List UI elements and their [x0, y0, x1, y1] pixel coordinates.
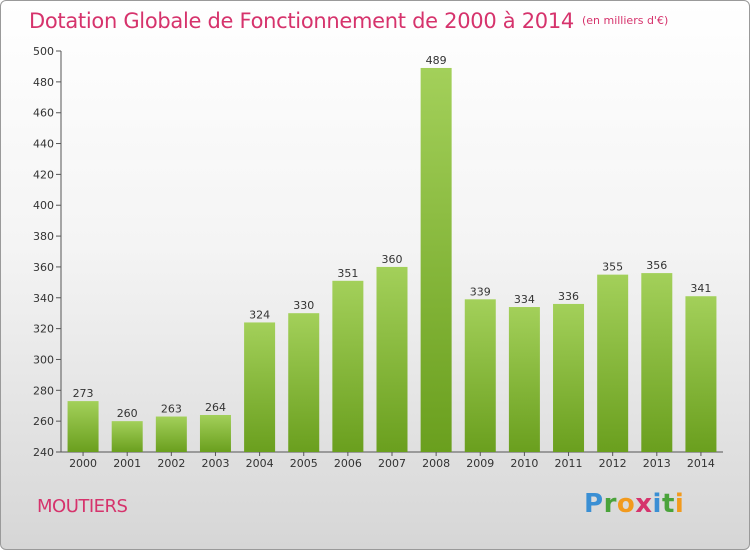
y-tick-label: 340 [33, 292, 54, 305]
bar-value-label: 324 [249, 308, 270, 321]
bar [111, 421, 143, 452]
bar-value-label: 339 [470, 285, 491, 298]
bar [553, 303, 585, 452]
x-tick-label: 2004 [246, 457, 274, 470]
x-tick-label: 2012 [599, 457, 627, 470]
bar [641, 273, 673, 452]
logo-letter: x [635, 489, 653, 519]
y-tick-label: 240 [33, 446, 54, 459]
y-tick-label: 360 [33, 261, 54, 274]
x-tick-label: 2006 [334, 457, 362, 470]
x-tick-label: 2003 [201, 457, 229, 470]
x-tick-label: 2009 [466, 457, 494, 470]
bar-value-label: 356 [646, 259, 667, 272]
bar [508, 307, 540, 452]
x-tick-label: 2014 [687, 457, 715, 470]
y-tick-label: 500 [33, 45, 54, 58]
x-tick-label: 2002 [157, 457, 185, 470]
bar-value-label: 341 [690, 282, 711, 295]
commune-name: MOUTIERS [37, 496, 128, 517]
bar-value-label: 336 [558, 290, 579, 303]
proxiti-logo: Proxiti [584, 489, 684, 519]
y-tick-label: 440 [33, 138, 54, 151]
y-tick-label: 380 [33, 230, 54, 243]
bar-value-label: 264 [205, 401, 226, 414]
x-tick-label: 2001 [113, 457, 141, 470]
x-tick-label: 2007 [378, 457, 406, 470]
bar-value-label: 489 [426, 54, 447, 67]
x-tick-label: 2000 [69, 457, 97, 470]
y-tick-label: 400 [33, 199, 54, 212]
bar-value-label: 334 [514, 293, 535, 306]
bar [199, 414, 231, 452]
logo-letter: i [674, 489, 685, 519]
bar-value-label: 273 [73, 387, 94, 400]
logo-letter: r [603, 489, 617, 519]
x-tick-label: 2005 [290, 457, 318, 470]
bar [376, 266, 408, 452]
logo-letter: o [616, 489, 636, 519]
bar [332, 280, 364, 452]
logo-letter: P [584, 489, 604, 519]
x-tick-label: 2008 [422, 457, 450, 470]
logo-letter: t [661, 489, 675, 519]
bar [464, 299, 496, 452]
logo-letter: i [652, 489, 662, 519]
chart-subtitle: (en milliers d'€) [581, 14, 669, 27]
bar [685, 296, 717, 452]
bar-value-label: 360 [382, 253, 403, 266]
y-tick-label: 460 [33, 107, 54, 120]
bar [67, 401, 99, 452]
bar [597, 274, 629, 452]
bar-value-label: 260 [117, 407, 138, 420]
y-tick-label: 280 [33, 384, 54, 397]
x-tick-label: 2013 [643, 457, 671, 470]
y-tick-label: 300 [33, 353, 54, 366]
bar [244, 322, 276, 452]
x-tick-label: 2010 [510, 457, 538, 470]
bar-value-label: 355 [602, 261, 623, 274]
y-tick-label: 480 [33, 76, 54, 89]
bar-value-label: 330 [293, 299, 314, 312]
y-tick-label: 420 [33, 168, 54, 181]
bar [420, 67, 452, 452]
bar [155, 416, 187, 452]
x-tick-label: 2011 [555, 457, 583, 470]
bar [288, 313, 320, 452]
y-tick-label: 260 [33, 415, 54, 428]
bar-value-label: 351 [337, 267, 358, 280]
chart-title: Dotation Globale de Fonctionnement de 20… [29, 9, 668, 33]
title-text: Dotation Globale de Fonctionnement de 20… [29, 9, 574, 33]
bar-value-label: 263 [161, 403, 182, 416]
y-tick-label: 320 [33, 323, 54, 336]
